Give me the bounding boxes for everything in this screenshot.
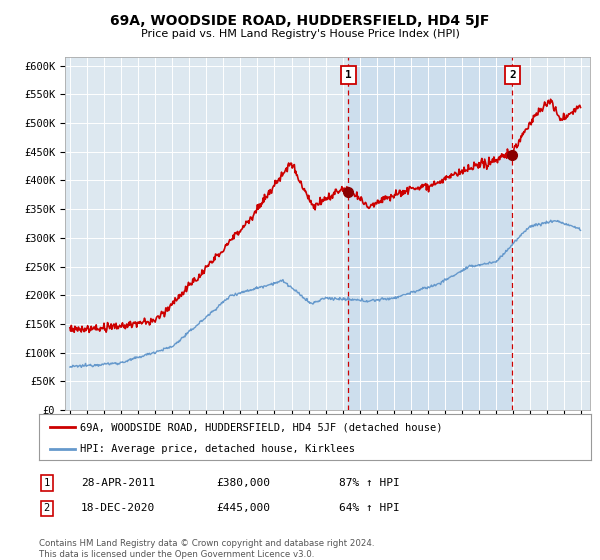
Text: 1: 1: [44, 478, 50, 488]
Text: 69A, WOODSIDE ROAD, HUDDERSFIELD, HD4 5JF (detached house): 69A, WOODSIDE ROAD, HUDDERSFIELD, HD4 5J…: [80, 422, 443, 432]
Text: £380,000: £380,000: [216, 478, 270, 488]
Text: Price paid vs. HM Land Registry's House Price Index (HPI): Price paid vs. HM Land Registry's House …: [140, 29, 460, 39]
Text: HPI: Average price, detached house, Kirklees: HPI: Average price, detached house, Kirk…: [80, 444, 355, 454]
Bar: [348, 57, 512, 410]
Text: £445,000: £445,000: [216, 503, 270, 514]
Text: 1: 1: [345, 70, 352, 80]
Text: 2: 2: [44, 503, 50, 514]
Text: 87% ↑ HPI: 87% ↑ HPI: [339, 478, 400, 488]
Text: 18-DEC-2020: 18-DEC-2020: [81, 503, 155, 514]
Text: Contains HM Land Registry data © Crown copyright and database right 2024.
This d: Contains HM Land Registry data © Crown c…: [39, 539, 374, 559]
Text: 69A, WOODSIDE ROAD, HUDDERSFIELD, HD4 5JF: 69A, WOODSIDE ROAD, HUDDERSFIELD, HD4 5J…: [110, 14, 490, 28]
Text: 28-APR-2011: 28-APR-2011: [81, 478, 155, 488]
Text: 64% ↑ HPI: 64% ↑ HPI: [339, 503, 400, 514]
Text: 2: 2: [509, 70, 516, 80]
